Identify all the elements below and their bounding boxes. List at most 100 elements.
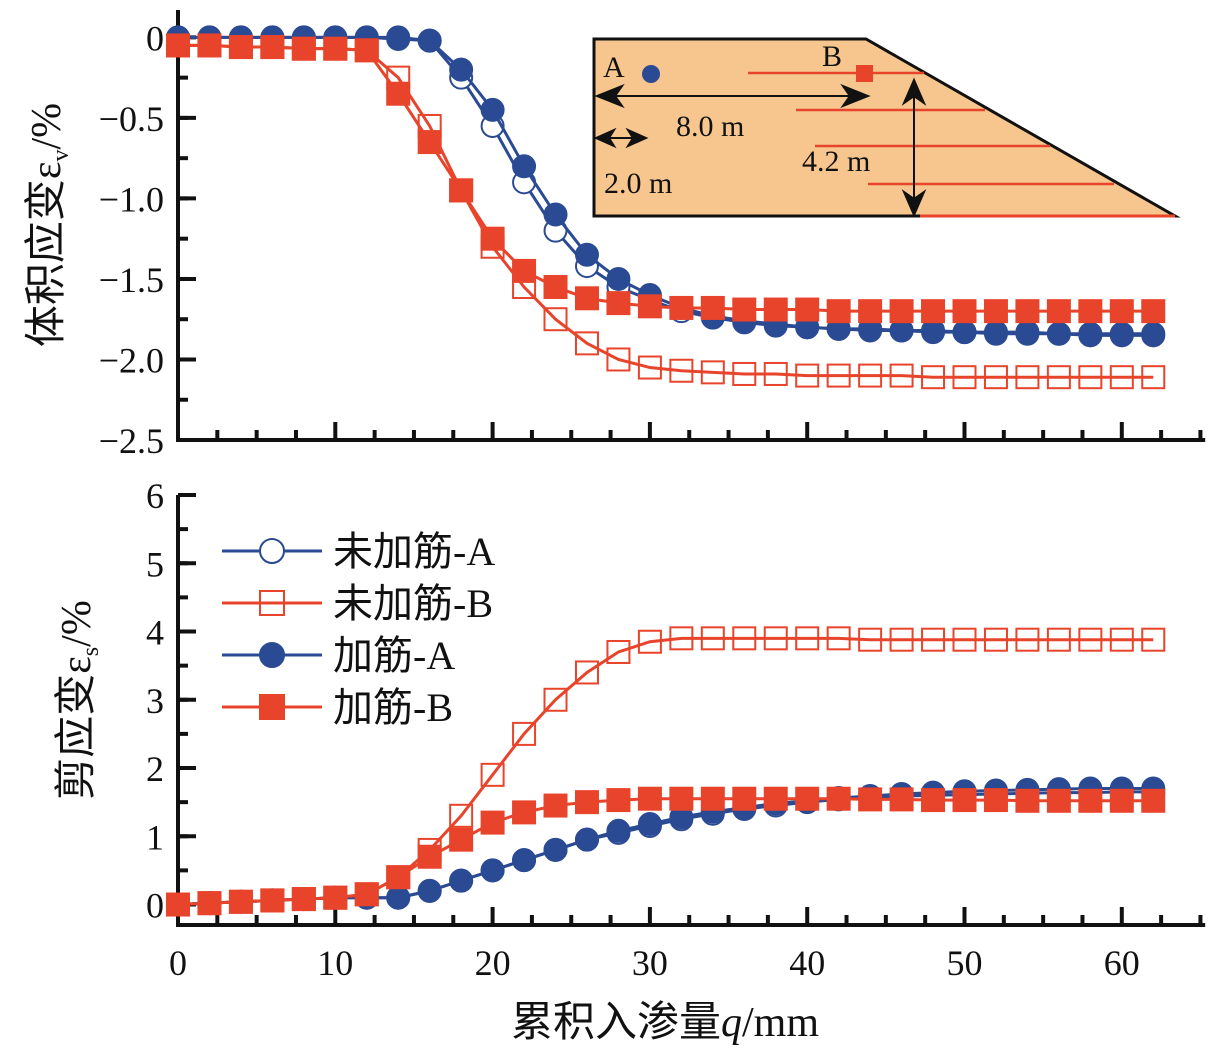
data-point bbox=[795, 363, 820, 388]
data-point bbox=[826, 363, 851, 388]
data-point bbox=[606, 291, 631, 316]
data-point bbox=[826, 786, 851, 811]
data-point bbox=[1109, 323, 1134, 348]
legend-marker bbox=[259, 642, 285, 668]
y-tick-label: 5 bbox=[146, 544, 164, 584]
legend-label: 未加筋-B bbox=[333, 581, 493, 626]
data-point bbox=[1015, 788, 1040, 813]
top-ylabel-text: 体积应变ε bbox=[23, 162, 70, 348]
inset-dim-4-2m: 4.2 m bbox=[802, 145, 870, 178]
data-point bbox=[417, 844, 442, 869]
x-tick-label: 30 bbox=[632, 943, 668, 983]
data-point bbox=[512, 800, 537, 825]
data-point bbox=[166, 33, 190, 58]
y-tick-label: 0 bbox=[146, 886, 164, 926]
top-ylabel-sub: v bbox=[48, 150, 74, 162]
data-point bbox=[669, 786, 694, 811]
point-a-marker bbox=[642, 65, 660, 83]
data-point bbox=[983, 365, 1008, 390]
top-ylabel-unit: /% bbox=[24, 103, 70, 150]
data-point bbox=[700, 626, 725, 651]
data-point bbox=[291, 887, 316, 912]
bottom-ylabel-unit: /% bbox=[54, 600, 100, 647]
data-point bbox=[858, 627, 883, 652]
data-point bbox=[574, 331, 599, 356]
data-point bbox=[763, 626, 788, 651]
data-point bbox=[480, 226, 505, 251]
data-point bbox=[983, 627, 1008, 652]
data-point bbox=[1078, 299, 1103, 324]
data-point bbox=[449, 868, 474, 893]
y-tick-label: 0 bbox=[146, 18, 164, 58]
data-point bbox=[889, 299, 914, 324]
top-y-axis-label: 体积应变εv/% bbox=[23, 103, 74, 347]
data-point bbox=[480, 858, 505, 883]
data-point bbox=[795, 786, 820, 811]
dim-arrow-8m bbox=[593, 77, 927, 218]
legend-label: 加筋-B bbox=[333, 685, 453, 730]
data-point bbox=[826, 299, 851, 324]
data-point bbox=[386, 26, 411, 51]
data-point bbox=[637, 355, 662, 380]
data-point bbox=[1046, 627, 1071, 652]
data-point bbox=[921, 320, 946, 345]
data-point bbox=[574, 242, 599, 267]
data-point bbox=[795, 626, 820, 651]
data-point bbox=[197, 891, 222, 916]
y-tick-label: 4 bbox=[146, 613, 164, 653]
data-point bbox=[700, 360, 725, 385]
data-point bbox=[1078, 323, 1103, 348]
data-point bbox=[574, 790, 599, 815]
x-tick-label: 20 bbox=[475, 943, 511, 983]
data-point bbox=[166, 892, 190, 917]
y-tick-label: 2 bbox=[146, 749, 164, 789]
data-point bbox=[669, 358, 694, 383]
data-point bbox=[700, 295, 725, 320]
data-point bbox=[449, 178, 474, 203]
volumetric-strain-panel: 0 −0.5 −1.0 −1.5 −2.0 −2.5 bbox=[99, 10, 1206, 461]
data-point bbox=[354, 38, 379, 63]
y-tick-label: −1.5 bbox=[99, 260, 164, 300]
data-point bbox=[543, 275, 568, 300]
data-point bbox=[606, 788, 631, 813]
y-tick-label: 6 bbox=[146, 476, 164, 516]
legend-label: 加筋-A bbox=[333, 633, 455, 678]
x-tick-label: 10 bbox=[317, 943, 353, 983]
x-axis-label: 累积入渗量q/mm bbox=[511, 1000, 819, 1046]
data-point bbox=[574, 827, 599, 852]
data-point bbox=[1078, 788, 1103, 813]
legend-marker bbox=[259, 538, 285, 564]
data-point bbox=[480, 97, 505, 122]
xlabel-unit: /mm bbox=[742, 1000, 819, 1046]
data-point bbox=[637, 294, 662, 319]
data-point bbox=[1141, 788, 1166, 813]
data-point bbox=[417, 878, 442, 903]
x-tick-label: 50 bbox=[947, 943, 983, 983]
data-point bbox=[323, 36, 348, 61]
data-point bbox=[386, 885, 411, 910]
data-point bbox=[921, 365, 946, 390]
data-point bbox=[1015, 627, 1040, 652]
data-point bbox=[417, 130, 442, 155]
data-point bbox=[1078, 365, 1103, 390]
data-point bbox=[983, 299, 1008, 324]
data-point bbox=[637, 811, 662, 836]
y-tick-label: −2.0 bbox=[99, 340, 164, 380]
data-point bbox=[228, 889, 253, 914]
data-point bbox=[669, 626, 694, 651]
data-point bbox=[543, 307, 568, 332]
data-point bbox=[763, 297, 788, 322]
data-point bbox=[889, 787, 914, 812]
data-point bbox=[1141, 627, 1166, 652]
bottom-ylabel-text: 剪应变ε bbox=[53, 656, 100, 800]
data-point bbox=[921, 299, 946, 324]
y-tick-label: −0.5 bbox=[99, 99, 164, 139]
data-point bbox=[449, 57, 474, 82]
data-point bbox=[952, 627, 977, 652]
data-point bbox=[952, 299, 977, 324]
data-point bbox=[260, 35, 285, 60]
series-line-1 bbox=[177, 636, 1154, 907]
data-point bbox=[512, 848, 537, 873]
data-point bbox=[574, 660, 599, 685]
data-point bbox=[1141, 365, 1166, 390]
